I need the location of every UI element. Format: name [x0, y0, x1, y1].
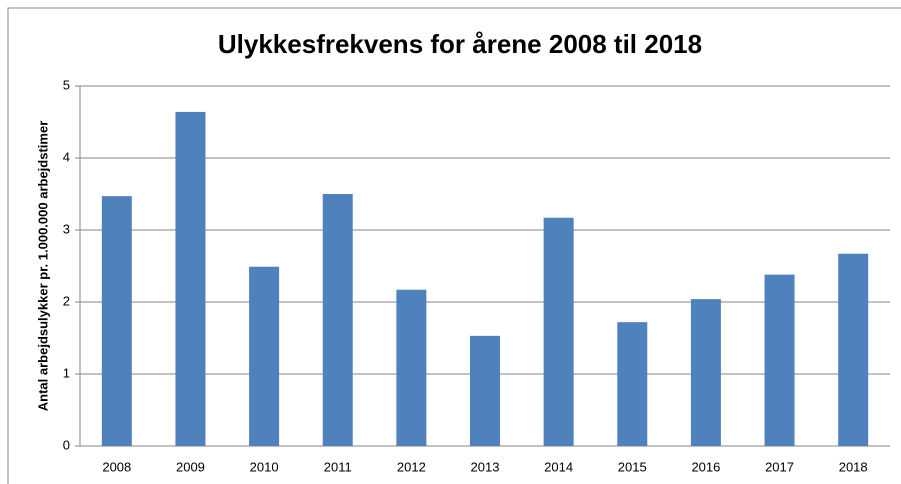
x-tick-label: 2011	[324, 459, 352, 474]
x-tick-label: 2018	[839, 459, 868, 474]
y-tick-label: 0	[63, 437, 70, 452]
bar	[396, 289, 427, 446]
bar	[617, 322, 648, 446]
bar	[543, 217, 574, 446]
x-tick-label: 2010	[250, 459, 279, 474]
y-axis-label: Antal arbejdsulykker pr. 1.000.000 arbej…	[35, 121, 50, 411]
bar	[764, 274, 795, 446]
y-tick-label: 2	[63, 293, 70, 308]
bar	[470, 335, 500, 446]
chart-title: Ulykkesfrekvens for årene 2008 til 2018	[218, 29, 702, 59]
x-tick-label: 2014	[544, 459, 573, 474]
x-tick-label: 2008	[102, 459, 131, 474]
x-tick-label: 2009	[176, 459, 205, 474]
x-tick-label: 2013	[471, 459, 500, 474]
x-tick-label: 2017	[765, 459, 794, 474]
y-tick-label: 1	[63, 365, 70, 380]
bar	[322, 194, 353, 446]
bar	[690, 299, 721, 446]
chart-frame	[7, 7, 901, 484]
bar	[175, 111, 206, 447]
bar	[249, 266, 280, 446]
bar	[101, 196, 132, 446]
x-tick-label: 2016	[691, 459, 720, 474]
x-tick-label: 2015	[618, 459, 647, 474]
y-tick-label: 3	[63, 221, 70, 236]
y-tick-label: 4	[63, 149, 70, 164]
x-tick-label: 2012	[397, 459, 426, 474]
bar	[838, 253, 869, 446]
y-tick-label: 5	[63, 77, 70, 92]
